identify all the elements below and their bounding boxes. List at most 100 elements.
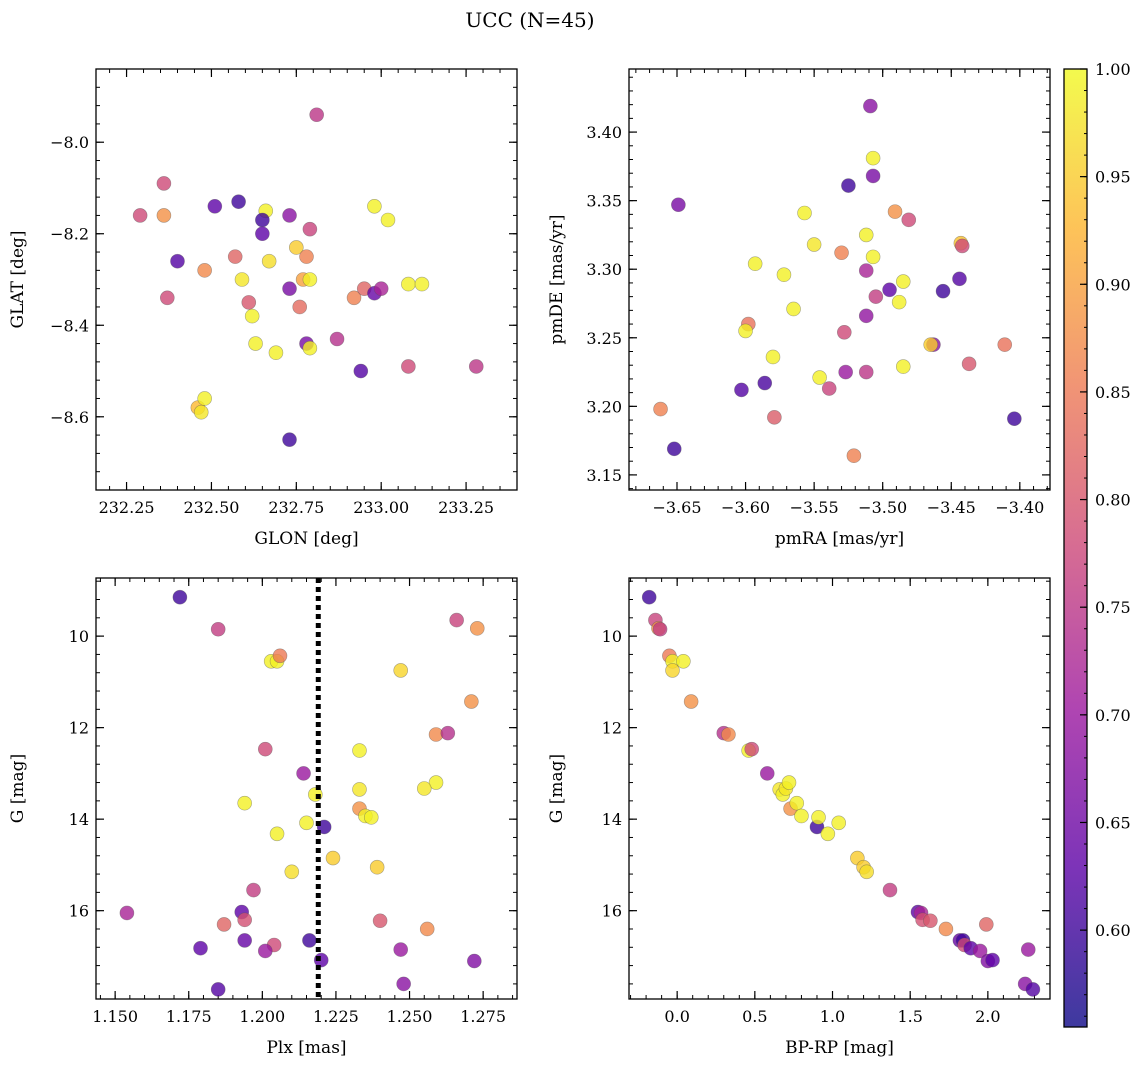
scatter-point [299, 815, 314, 831]
scatter-point [237, 912, 252, 928]
scatter-point [227, 249, 243, 264]
scatter-point [469, 621, 485, 636]
scatter-point [268, 345, 284, 361]
scatter-point [887, 204, 903, 219]
major-ticks [96, 578, 517, 999]
scatter-point [216, 917, 232, 932]
scatter-point [865, 150, 881, 166]
scatter-point [440, 725, 456, 741]
scatter-point [346, 290, 362, 306]
scatter-point [738, 323, 753, 339]
scatter-points [119, 589, 485, 997]
y-tick-label: 3.25 [586, 329, 622, 348]
scatter-point [776, 267, 792, 283]
scatter-point [416, 781, 432, 796]
scatter-point [846, 448, 862, 464]
scatter-point [292, 299, 308, 315]
scatter-point [868, 289, 884, 304]
scatter-point [895, 274, 911, 289]
scatter-point [255, 226, 270, 242]
scatter-point [257, 741, 273, 757]
x-tick-label: −3.55 [790, 498, 839, 517]
y-tick-label: 16 [602, 902, 622, 921]
y-tick-label: 3.30 [586, 260, 622, 279]
colorbar-tick-label: 0.80 [1095, 491, 1131, 510]
y-tick-label: 3.40 [586, 123, 622, 142]
panel-bottom-right: 0.0 0.5 1.0 1.5 2.0 10 12 14 16 BP-RP [mag] G [mag… [547, 577, 1051, 1058]
y-tick-label: 10 [602, 627, 622, 646]
scatter-points [641, 589, 1041, 997]
x-tick-label: −3.45 [927, 498, 976, 517]
x-tick-label: 1.275 [460, 1007, 506, 1026]
x-tick-label: 232.75 [268, 498, 324, 517]
scatter-point [858, 227, 874, 243]
scatter-point [261, 253, 277, 269]
scatter-point [255, 212, 270, 228]
scatter-point [863, 98, 878, 114]
scatter-point [786, 301, 801, 317]
scatter-point [393, 663, 409, 678]
scatter-point [744, 741, 760, 757]
major-ticks [629, 69, 1050, 490]
scatter-point [325, 850, 341, 866]
scatter-point [156, 176, 172, 191]
x-axis-label: Plx [mas] [266, 1038, 346, 1058]
x-tick-label: 233.25 [438, 498, 494, 517]
scatter-point [789, 795, 805, 811]
scatter-point [985, 952, 1000, 968]
minor-ticks [629, 69, 1050, 490]
scatter-point [834, 245, 849, 261]
scatter-point [961, 356, 977, 372]
axes-frame [95, 577, 518, 1000]
axes-frame [628, 68, 1051, 491]
scatter-point [380, 212, 396, 228]
scatter-point [372, 913, 388, 929]
scatter-point [401, 276, 416, 292]
scatter-point [272, 648, 288, 664]
scatter-point [836, 324, 852, 340]
scatter-points [132, 107, 484, 447]
y-tick-label: 3.35 [586, 192, 622, 211]
x-axis-label: BP-RP [mag] [785, 1038, 894, 1058]
scatter-point [367, 198, 382, 214]
scatter-point [757, 375, 773, 391]
x-tick-label: 1.0 [820, 1007, 845, 1026]
scatter-point [468, 359, 484, 374]
scatter-point [170, 253, 185, 269]
scatter-point [237, 795, 252, 811]
scatter-point [353, 363, 369, 379]
scatter-point [428, 775, 444, 790]
scatter-point [284, 864, 300, 880]
colorbar-gradient [1064, 69, 1087, 1027]
y-tick-label: 10 [69, 627, 89, 646]
scatter-point [396, 976, 411, 992]
y-axis-label: G [mag] [547, 754, 567, 823]
scatter-point [765, 349, 781, 365]
scatter-point [882, 882, 898, 898]
x-axis-label: pmRA [mas/yr] [775, 529, 904, 549]
scatter-point [859, 864, 874, 880]
scatter-point [641, 589, 657, 605]
scatter-point [241, 295, 257, 310]
axes-frame [628, 577, 1051, 1000]
scatter-point [159, 290, 175, 306]
scatter-point [369, 859, 385, 875]
x-tick-label: −3.50 [858, 498, 907, 517]
scatter-point [352, 782, 367, 797]
scatter-point [193, 404, 209, 420]
scatter-point [979, 917, 994, 932]
colorbar-tick-label: 0.60 [1095, 921, 1131, 940]
scatter-point [257, 943, 273, 959]
scatter-point [373, 281, 389, 296]
x-tick-label: 232.25 [99, 498, 155, 517]
scatter-point [652, 621, 668, 637]
axes-frame [95, 68, 518, 491]
scatter-point [858, 364, 874, 380]
scatter-point [237, 933, 252, 948]
y-tick-label: 3.15 [586, 466, 622, 485]
scatter-point [781, 775, 797, 790]
scatter-point [414, 276, 430, 292]
scatter-point [676, 653, 691, 669]
scatter-point [923, 337, 938, 352]
